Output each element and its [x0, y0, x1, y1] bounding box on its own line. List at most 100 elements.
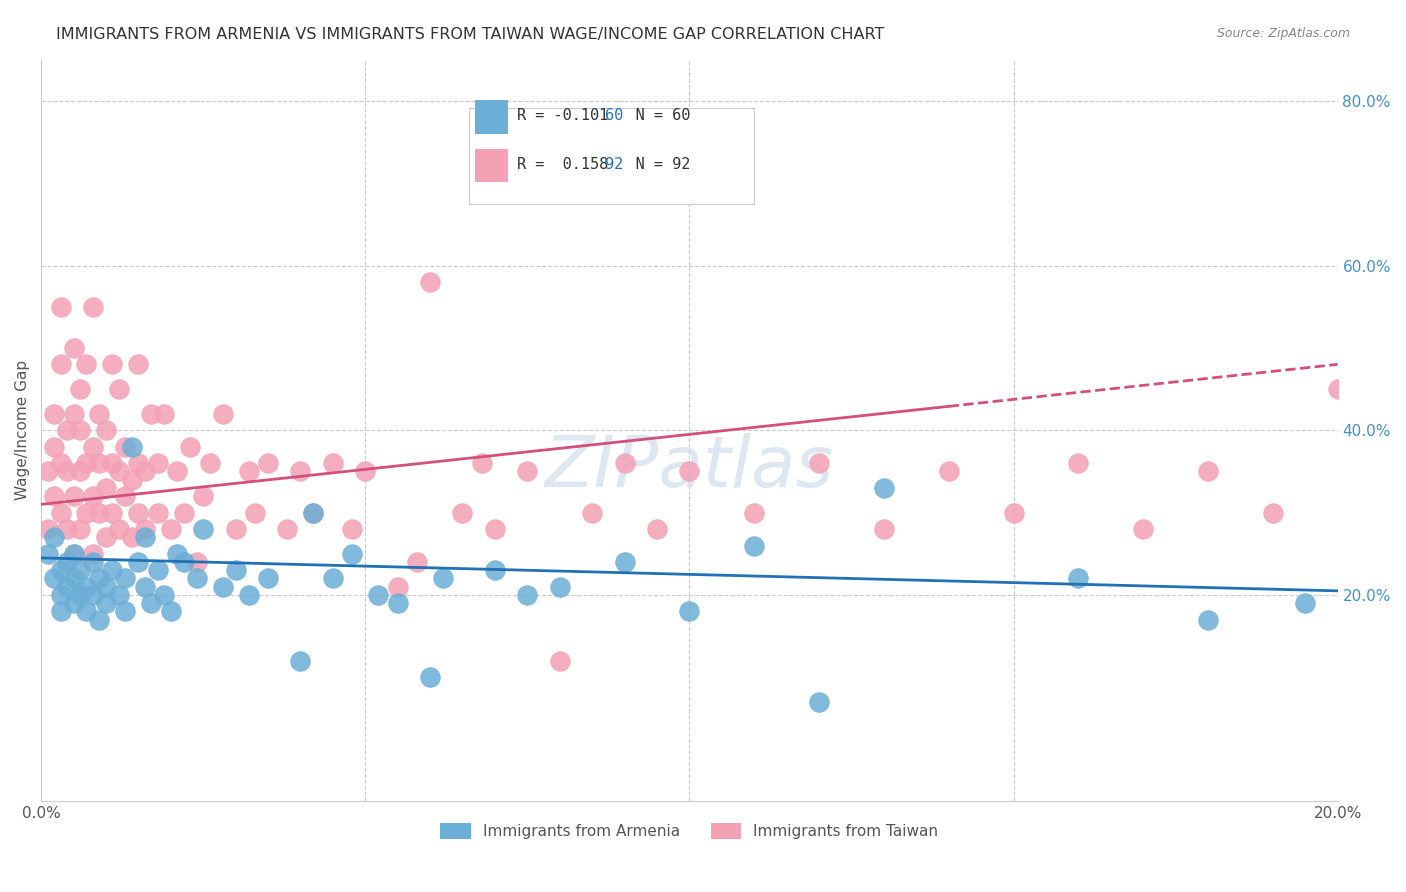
Immigrants from Taiwan	[134, 465, 156, 479]
Immigrants from Taiwan	[257, 456, 280, 470]
Immigrants from Armenia	[101, 563, 124, 577]
Immigrants from Armenia	[76, 580, 98, 594]
Immigrants from Taiwan	[406, 555, 429, 569]
Immigrants from Taiwan	[322, 456, 344, 470]
Immigrants from Taiwan	[121, 530, 143, 544]
Immigrants from Armenia	[613, 555, 636, 569]
Immigrants from Taiwan	[82, 547, 104, 561]
Immigrants from Taiwan	[153, 407, 176, 421]
Immigrants from Taiwan	[76, 506, 98, 520]
Immigrants from Armenia	[342, 547, 364, 561]
Immigrants from Armenia	[166, 547, 188, 561]
Immigrants from Taiwan	[69, 465, 91, 479]
Immigrants from Taiwan	[37, 465, 59, 479]
Immigrants from Taiwan	[451, 506, 474, 520]
Immigrants from Taiwan	[101, 506, 124, 520]
Immigrants from Taiwan	[141, 407, 163, 421]
Immigrants from Armenia	[1294, 596, 1316, 610]
Immigrants from Taiwan	[89, 407, 111, 421]
Immigrants from Armenia	[42, 572, 65, 586]
Immigrants from Taiwan	[121, 473, 143, 487]
Text: ZIPatlas: ZIPatlas	[546, 433, 834, 502]
Immigrants from Taiwan	[342, 522, 364, 536]
Immigrants from Armenia	[56, 580, 79, 594]
Immigrants from Taiwan	[1132, 522, 1154, 536]
Immigrants from Taiwan	[56, 522, 79, 536]
Immigrants from Taiwan	[89, 456, 111, 470]
Text: IMMIGRANTS FROM ARMENIA VS IMMIGRANTS FROM TAIWAN WAGE/INCOME GAP CORRELATION CH: IMMIGRANTS FROM ARMENIA VS IMMIGRANTS FR…	[56, 27, 884, 42]
Immigrants from Taiwan	[108, 465, 131, 479]
Immigrants from Armenia	[62, 572, 84, 586]
Immigrants from Taiwan	[69, 522, 91, 536]
Immigrants from Armenia	[94, 580, 117, 594]
Text: R =  0.158   N = 92: R = 0.158 N = 92	[517, 157, 690, 172]
Immigrants from Armenia	[82, 588, 104, 602]
Immigrants from Taiwan	[127, 357, 149, 371]
Immigrants from Armenia	[193, 522, 215, 536]
Immigrants from Taiwan	[49, 300, 72, 314]
Legend: Immigrants from Armenia, Immigrants from Taiwan: Immigrants from Armenia, Immigrants from…	[434, 817, 945, 845]
Immigrants from Taiwan	[238, 465, 260, 479]
Immigrants from Taiwan	[873, 522, 896, 536]
FancyBboxPatch shape	[475, 101, 508, 134]
Immigrants from Taiwan	[101, 357, 124, 371]
Immigrants from Taiwan	[1067, 456, 1090, 470]
Immigrants from Taiwan	[159, 522, 181, 536]
Immigrants from Taiwan	[193, 489, 215, 503]
Immigrants from Armenia	[153, 588, 176, 602]
Immigrants from Armenia	[49, 588, 72, 602]
Immigrants from Armenia	[419, 670, 441, 684]
Text: R = -0.101   N = 60: R = -0.101 N = 60	[517, 108, 690, 123]
Immigrants from Armenia	[62, 547, 84, 561]
Immigrants from Taiwan	[387, 580, 409, 594]
Immigrants from Taiwan	[94, 530, 117, 544]
Immigrants from Taiwan	[742, 506, 765, 520]
Immigrants from Taiwan	[49, 506, 72, 520]
Immigrants from Taiwan	[516, 465, 538, 479]
Immigrants from Taiwan	[69, 382, 91, 396]
Immigrants from Armenia	[484, 563, 506, 577]
Immigrants from Armenia	[678, 604, 700, 618]
Immigrants from Taiwan	[186, 555, 208, 569]
Immigrants from Taiwan	[94, 481, 117, 495]
Immigrants from Armenia	[367, 588, 389, 602]
Immigrants from Taiwan	[134, 522, 156, 536]
Immigrants from Taiwan	[127, 456, 149, 470]
Immigrants from Taiwan	[225, 522, 247, 536]
Text: 92: 92	[605, 157, 623, 172]
Immigrants from Armenia	[516, 588, 538, 602]
Immigrants from Taiwan	[354, 465, 377, 479]
Immigrants from Taiwan	[62, 489, 84, 503]
Immigrants from Taiwan	[179, 440, 201, 454]
Immigrants from Armenia	[141, 596, 163, 610]
Immigrants from Armenia	[114, 604, 136, 618]
Immigrants from Taiwan	[146, 506, 169, 520]
Immigrants from Armenia	[225, 563, 247, 577]
Immigrants from Taiwan	[471, 456, 494, 470]
Immigrants from Taiwan	[276, 522, 298, 536]
Immigrants from Taiwan	[1261, 506, 1284, 520]
Immigrants from Armenia	[69, 563, 91, 577]
Immigrants from Taiwan	[548, 654, 571, 668]
Immigrants from Taiwan	[62, 341, 84, 355]
Immigrants from Armenia	[134, 530, 156, 544]
Immigrants from Armenia	[146, 563, 169, 577]
Immigrants from Armenia	[42, 530, 65, 544]
Immigrants from Armenia	[548, 580, 571, 594]
Immigrants from Taiwan	[114, 489, 136, 503]
Immigrants from Taiwan	[42, 440, 65, 454]
Immigrants from Taiwan	[108, 522, 131, 536]
Immigrants from Armenia	[121, 440, 143, 454]
Immigrants from Taiwan	[108, 382, 131, 396]
Immigrants from Taiwan	[173, 506, 195, 520]
Immigrants from Taiwan	[678, 465, 700, 479]
Immigrants from Armenia	[108, 588, 131, 602]
Immigrants from Armenia	[808, 695, 831, 709]
Immigrants from Taiwan	[37, 522, 59, 536]
Immigrants from Taiwan	[76, 357, 98, 371]
Immigrants from Taiwan	[62, 407, 84, 421]
Immigrants from Armenia	[127, 555, 149, 569]
Immigrants from Taiwan	[1002, 506, 1025, 520]
Immigrants from Armenia	[290, 654, 312, 668]
Immigrants from Armenia	[302, 506, 325, 520]
